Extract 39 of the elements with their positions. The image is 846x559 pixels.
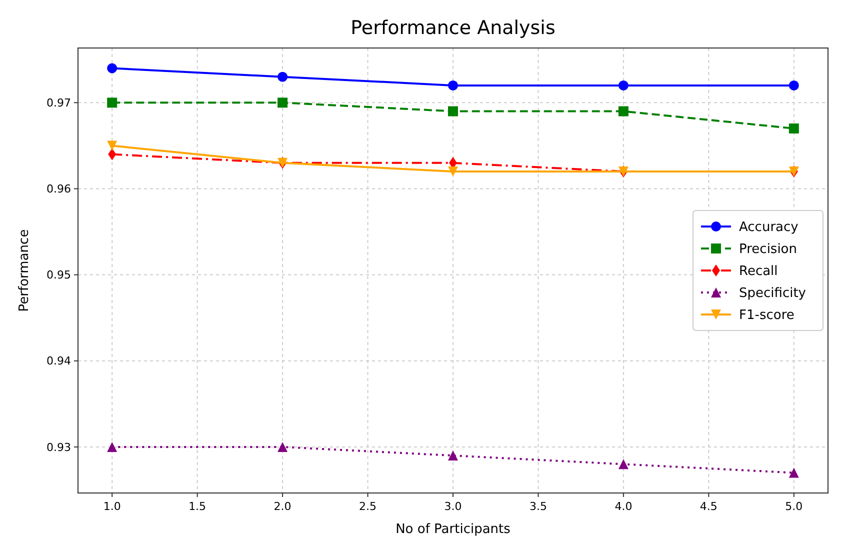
legend-label: Recall <box>739 264 778 280</box>
point <box>788 468 799 478</box>
point <box>107 140 118 151</box>
point <box>788 80 799 90</box>
point <box>448 106 458 116</box>
y-tick-label: 0.94 <box>46 354 71 368</box>
x-tick-label: 1.0 <box>103 500 121 513</box>
x-tick-label: 3.0 <box>444 500 462 513</box>
y-tick-label: 0.95 <box>46 268 71 282</box>
x-tick-label: 2.5 <box>359 500 377 513</box>
point <box>618 106 628 116</box>
point <box>448 450 458 461</box>
legend-label: Precision <box>739 242 798 258</box>
x-tick-label: 2.0 <box>274 500 292 513</box>
x-tick-label: 1.5 <box>188 500 206 513</box>
x-tick-label: 5.0 <box>785 500 803 513</box>
x-tick-label: 4.0 <box>614 500 632 513</box>
x-tick-label: 3.5 <box>529 500 547 513</box>
point <box>278 98 288 108</box>
point <box>107 63 118 74</box>
legend-label: Accuracy <box>739 220 799 236</box>
y-tick-label: 0.96 <box>46 182 71 196</box>
point <box>788 123 799 134</box>
y-tick-label: 0.97 <box>46 96 71 110</box>
point <box>618 80 628 90</box>
legend-label: F1-score <box>739 308 794 324</box>
point <box>107 98 118 108</box>
point <box>278 72 288 82</box>
point <box>278 442 288 452</box>
point <box>107 442 118 452</box>
y-axis-title: Performance <box>17 229 32 312</box>
x-tick-label: 4.5 <box>700 500 718 513</box>
x-axis-title: No of Participants <box>396 522 511 537</box>
point <box>618 459 628 470</box>
y-tick-label: 0.93 <box>46 440 71 454</box>
legend-label: Specificity <box>739 286 806 302</box>
point <box>448 166 458 177</box>
chart-title: Performance Analysis <box>350 17 556 39</box>
point <box>448 80 458 90</box>
